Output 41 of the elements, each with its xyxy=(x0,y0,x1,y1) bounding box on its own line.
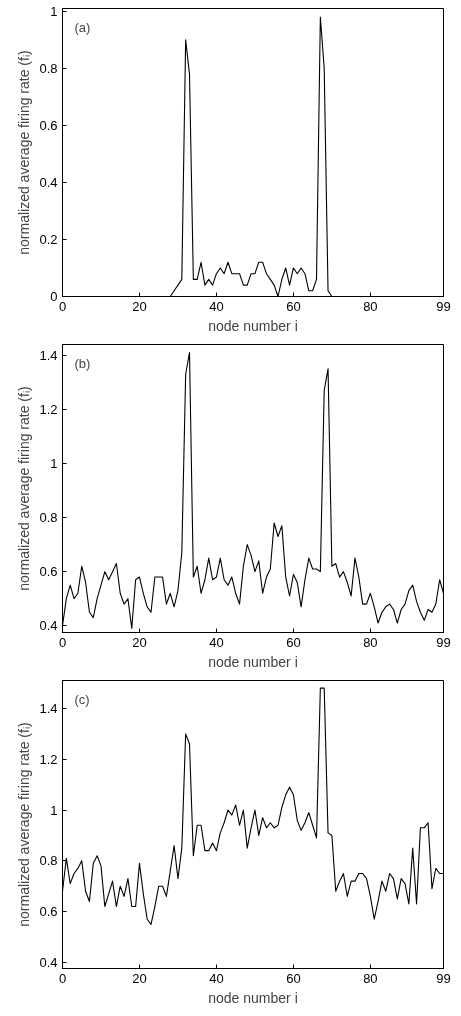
y-tick-label: 0.6 xyxy=(39,564,58,580)
x-tick-label: 60 xyxy=(286,970,301,986)
x-tick-label: 20 xyxy=(132,298,147,314)
x-tick-label: 60 xyxy=(286,298,301,314)
y-tick-label: 0.8 xyxy=(39,510,58,526)
x-tick-label: 99 xyxy=(436,970,451,986)
annotation: (a) xyxy=(74,19,91,35)
y-tick-label: 1.4 xyxy=(39,347,58,363)
annotation: (c) xyxy=(74,691,90,707)
x-tick-label: 20 xyxy=(132,634,147,650)
y-tick-label: 0.6 xyxy=(39,904,58,920)
y-tick-label: 1.2 xyxy=(39,401,58,417)
x-tick-label: 40 xyxy=(209,634,224,650)
x-tick-label: 99 xyxy=(436,634,451,650)
y-tick-label: 1 xyxy=(50,455,58,471)
y-tick-label: 0.8 xyxy=(39,60,58,76)
y-tick-label: 0.2 xyxy=(39,231,58,247)
x-tick-label: 60 xyxy=(286,634,301,650)
x-tick-label: 80 xyxy=(363,970,378,986)
annotation: (b) xyxy=(74,355,91,371)
y-tick-label: 0.4 xyxy=(39,174,58,190)
y-axis-title: normalized average firing rate (fᵢ) xyxy=(16,722,33,927)
y-tick-label: 1 xyxy=(50,802,58,818)
y-tick-label: 0.6 xyxy=(39,117,58,133)
x-tick-label: 40 xyxy=(209,970,224,986)
x-tick-label: 99 xyxy=(436,298,451,314)
x-tick-label: 20 xyxy=(132,970,147,986)
y-tick-label: 1.2 xyxy=(39,751,58,767)
y-tick-label: 0.4 xyxy=(39,618,58,634)
y-tick-label: 1 xyxy=(50,3,58,19)
y-tick-label: 1.4 xyxy=(39,700,58,716)
x-tick-label: 80 xyxy=(363,298,378,314)
x-axis-title: node number i xyxy=(208,989,298,1006)
y-axis-title: normalized average firing rate (fᵢ) xyxy=(16,50,33,255)
x-tick-label: 40 xyxy=(209,298,224,314)
y-axis-title: normalized average firing rate (fᵢ) xyxy=(16,386,33,591)
x-axis-title: node number i xyxy=(208,653,298,670)
x-tick-label: 80 xyxy=(363,634,378,650)
y-tick-label: 0.8 xyxy=(39,853,58,869)
y-tick-label: 0.4 xyxy=(39,954,58,970)
x-axis-title: node number i xyxy=(208,317,298,334)
